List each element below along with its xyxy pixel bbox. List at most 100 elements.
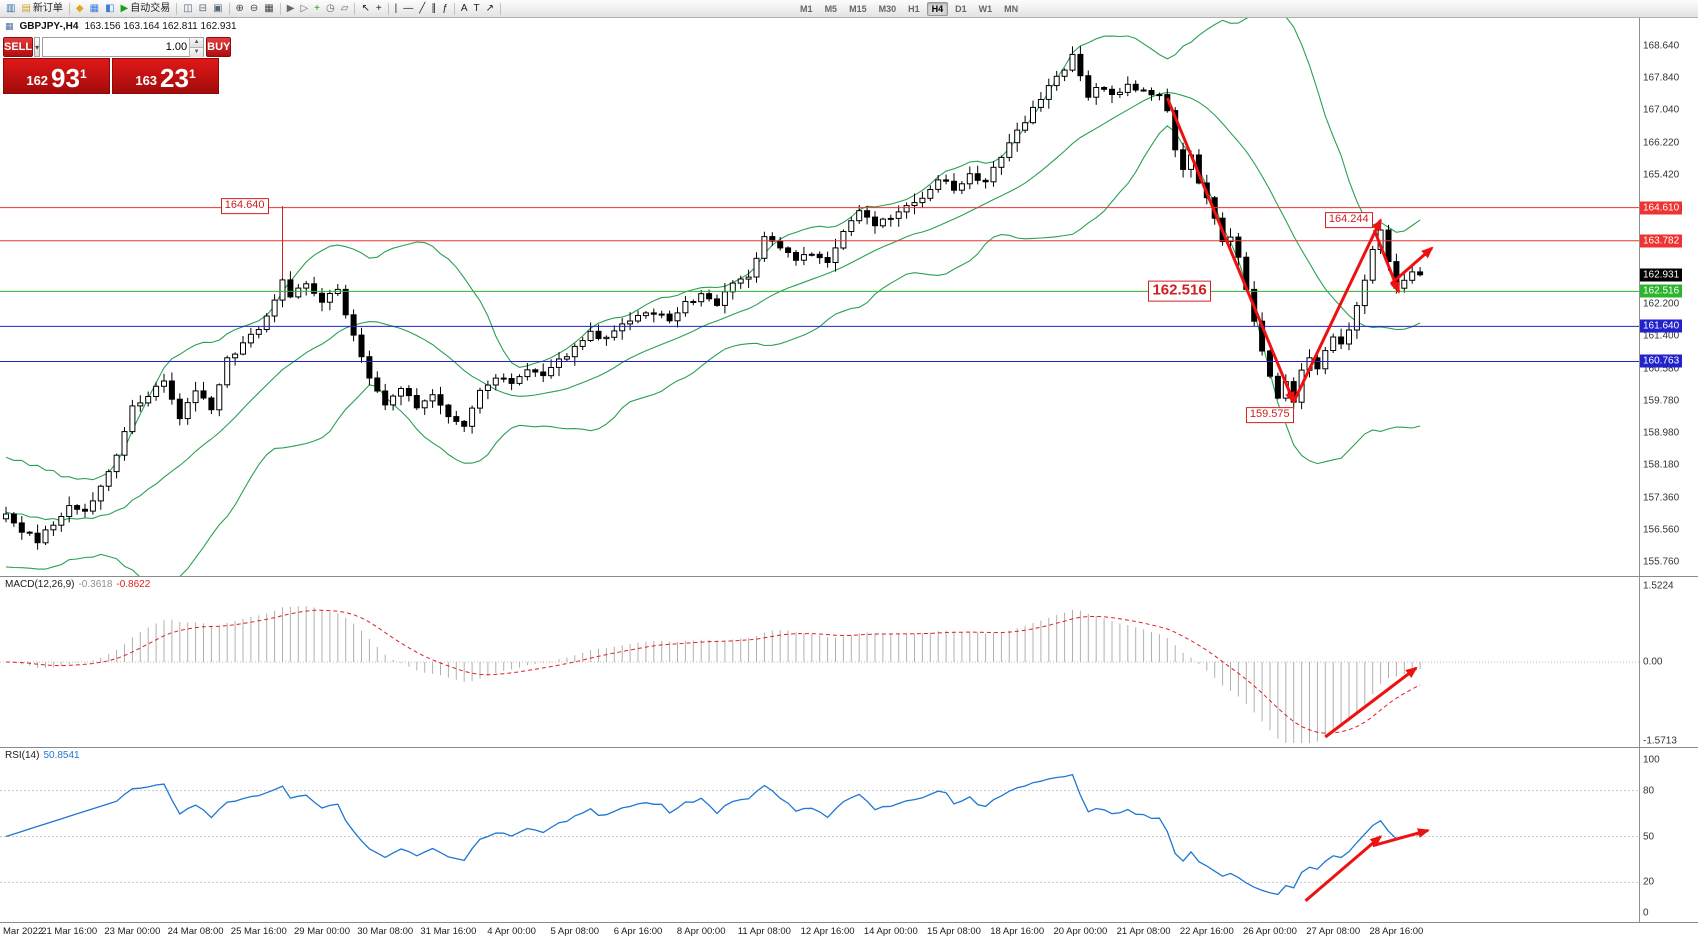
indicators-add-button[interactable]: +	[311, 2, 323, 16]
trend-arrow-1[interactable]	[1165, 97, 1296, 404]
label-tool-button[interactable]: T	[471, 2, 483, 16]
macd-histogram	[13, 606, 1421, 743]
auto-scroll-button[interactable]: ▶	[284, 2, 298, 16]
price-annotation[interactable]: 164.640	[220, 198, 269, 215]
time-axis-label: 18 Apr 16:00	[990, 926, 1045, 937]
price-annotation[interactable]: 159.575	[1245, 407, 1294, 423]
volume-increase-button[interactable]: ▲	[190, 38, 204, 47]
volume-stepper: ▲ ▼	[189, 38, 204, 57]
current-price-badge: 162.931	[1640, 268, 1683, 282]
tile-grid-icon: ▦	[264, 2, 274, 14]
time-axis-label: 8 Apr 00:00	[676, 926, 726, 937]
rsi-axis[interactable]: 100 80 50 20 0	[1639, 748, 1698, 922]
vertical-line-tool-button[interactable]: |	[392, 2, 401, 16]
new-chart-button[interactable]: ▥	[3, 2, 18, 16]
new-order-button[interactable]: ▤ 新订单	[18, 2, 65, 16]
metaeditor-icon: ◆	[75, 2, 84, 14]
timeframe-m15-button[interactable]: M15	[849, 3, 867, 14]
price-chart-canvas[interactable]	[0, 18, 1640, 576]
horizontal-line-tool-button[interactable]: —	[400, 2, 416, 16]
price-tick-label: 159.780	[1643, 395, 1680, 407]
autotrading-icon: ▶	[120, 2, 129, 14]
cascade-windows-button[interactable]: ▣	[210, 2, 225, 16]
time-axis-label: Mar 2022	[3, 926, 44, 937]
buy-price-display[interactable]: 163 23 1	[112, 58, 219, 94]
price-axis[interactable]: 168.640 167.840 167.040 166.220 165.420 162.2…	[1639, 18, 1698, 576]
rsi-arrow-1[interactable]	[1304, 835, 1383, 902]
price-level-badge: 164.610	[1640, 201, 1683, 215]
chart-shift-button[interactable]: ▷	[297, 2, 311, 16]
rsi-canvas[interactable]	[0, 748, 1640, 922]
time-axis-label: 20 Apr 00:00	[1053, 926, 1108, 937]
macd-canvas[interactable]	[0, 577, 1640, 747]
trend-arrow-2[interactable]	[1292, 218, 1382, 403]
bid-pips: 93	[51, 63, 80, 93]
price-chart-pane[interactable]: 168.640 167.840 167.040 166.220 165.420 162.2…	[0, 18, 1698, 576]
toolbar-separator	[176, 2, 178, 15]
tile-grid-button[interactable]: ▦	[261, 2, 276, 16]
sell-button[interactable]: SELL	[3, 37, 34, 57]
volume-input[interactable]	[43, 38, 190, 56]
volume-decrease-button[interactable]: ▼	[190, 47, 204, 57]
channel-tool-icon: ∥	[431, 2, 437, 14]
market-watch-button[interactable]: ▦	[87, 2, 102, 16]
time-axis[interactable]: Mar 2022 21 Mar 16:00 23 Mar 00:00 24 Mar 0…	[0, 922, 1698, 940]
toolbar: ▥ ▤ 新订单 ◆ ▦ ◧ ▶ 自动交易 ◫ ⊟ ▣ ⊕ ⊖ ▦ ▶ ▷ + ◷ ▱ ↖ + | — ╱ ∥ ƒ A T ↗ M1 M5 M1…	[0, 0, 1698, 18]
timeframe-h4-button[interactable]: H4	[926, 1, 949, 16]
timeframe-d1-button[interactable]: D1	[955, 3, 967, 14]
toolbar-separator	[500, 2, 502, 15]
metaeditor-button[interactable]: ◆	[73, 2, 87, 16]
tile-horizontal-button[interactable]: ⊟	[196, 2, 210, 16]
timeframe-m1-button[interactable]: M1	[800, 3, 813, 14]
bollinger-lower-band	[5, 125, 1421, 576]
volume-dropdown[interactable]: ▾	[34, 37, 41, 57]
trend-arrow-4[interactable]	[1389, 246, 1434, 286]
channel-tool-button[interactable]: ∥	[428, 2, 439, 16]
price-macd-divider[interactable]	[0, 574, 1698, 578]
buy-button[interactable]: BUY	[206, 37, 232, 57]
sell-price-display[interactable]: 162 93 1	[3, 58, 110, 94]
ask-point: 1	[188, 67, 196, 81]
text-tool-button[interactable]: A	[458, 2, 471, 16]
price-tick-label: 165.420	[1643, 169, 1680, 181]
toolbar-separator	[68, 2, 70, 15]
trendline-tool-button[interactable]: ╱	[416, 2, 428, 16]
crosshair-button[interactable]: +	[373, 2, 385, 16]
one-click-trade-panel: SELL ▾ ▲ ▼ BUY 162 93 1 163 23 1	[3, 37, 232, 94]
timeframe-w1-button[interactable]: W1	[978, 3, 993, 14]
timeframe-h1-button[interactable]: H1	[908, 3, 920, 14]
fibonacci-tool-button[interactable]: ƒ	[439, 2, 451, 16]
timeframe-m30-button[interactable]: M30	[878, 3, 897, 14]
macd-pane[interactable]: 1.5224 0.00 -1.5713 MACD(12,26,9) -0.3618 -0…	[0, 576, 1698, 747]
cursor-button[interactable]: ↖	[358, 2, 372, 16]
trade-panel-controls: SELL ▾ ▲ ▼ BUY	[3, 37, 232, 57]
rsi-tick-label: 80	[1643, 785, 1655, 797]
period-clock-button[interactable]: ◷	[323, 2, 338, 16]
rsi-title: RSI(14)	[5, 750, 40, 761]
tile-vertical-button[interactable]: ◫	[180, 2, 195, 16]
rsi-arrow-2[interactable]	[1372, 828, 1430, 848]
time-axis-label: 21 Apr 08:00	[1116, 926, 1171, 937]
timeframe-mn-button[interactable]: MN	[1004, 3, 1019, 14]
zoom-out-button[interactable]: ⊖	[247, 2, 261, 16]
macd-rsi-divider[interactable]	[0, 745, 1698, 749]
macd-axis[interactable]: 1.5224 0.00 -1.5713	[1639, 577, 1698, 747]
price-tick-label: 158.180	[1643, 459, 1680, 471]
price-annotation[interactable]: 162.516	[1148, 280, 1211, 302]
autotrading-button[interactable]: ▶ 自动交易	[118, 2, 174, 16]
arrows-tool-button[interactable]: ↗	[483, 2, 497, 16]
zoom-in-button[interactable]: ⊕	[233, 2, 247, 16]
rsi-tick-label: 0	[1643, 907, 1649, 919]
price-annotation[interactable]: 164.244	[1324, 212, 1373, 229]
templates-button[interactable]: ▱	[338, 2, 352, 16]
time-axis-label: 25 Mar 16:00	[230, 926, 287, 937]
price-tick-label: 162.200	[1643, 298, 1680, 310]
autotrading-label: 自动交易	[130, 2, 171, 14]
rsi-pane[interactable]: 100 80 50 20 0 RSI(14) 50.8541	[0, 747, 1698, 922]
price-level-badge: 160.763	[1640, 354, 1683, 368]
bid-big-figure: 162	[26, 73, 49, 88]
vertical-line-tool-icon: |	[394, 2, 398, 14]
timeframe-m5-button[interactable]: M5	[824, 3, 838, 14]
data-window-button[interactable]: ◧	[102, 2, 117, 16]
macd-arrow[interactable]	[1324, 666, 1418, 739]
